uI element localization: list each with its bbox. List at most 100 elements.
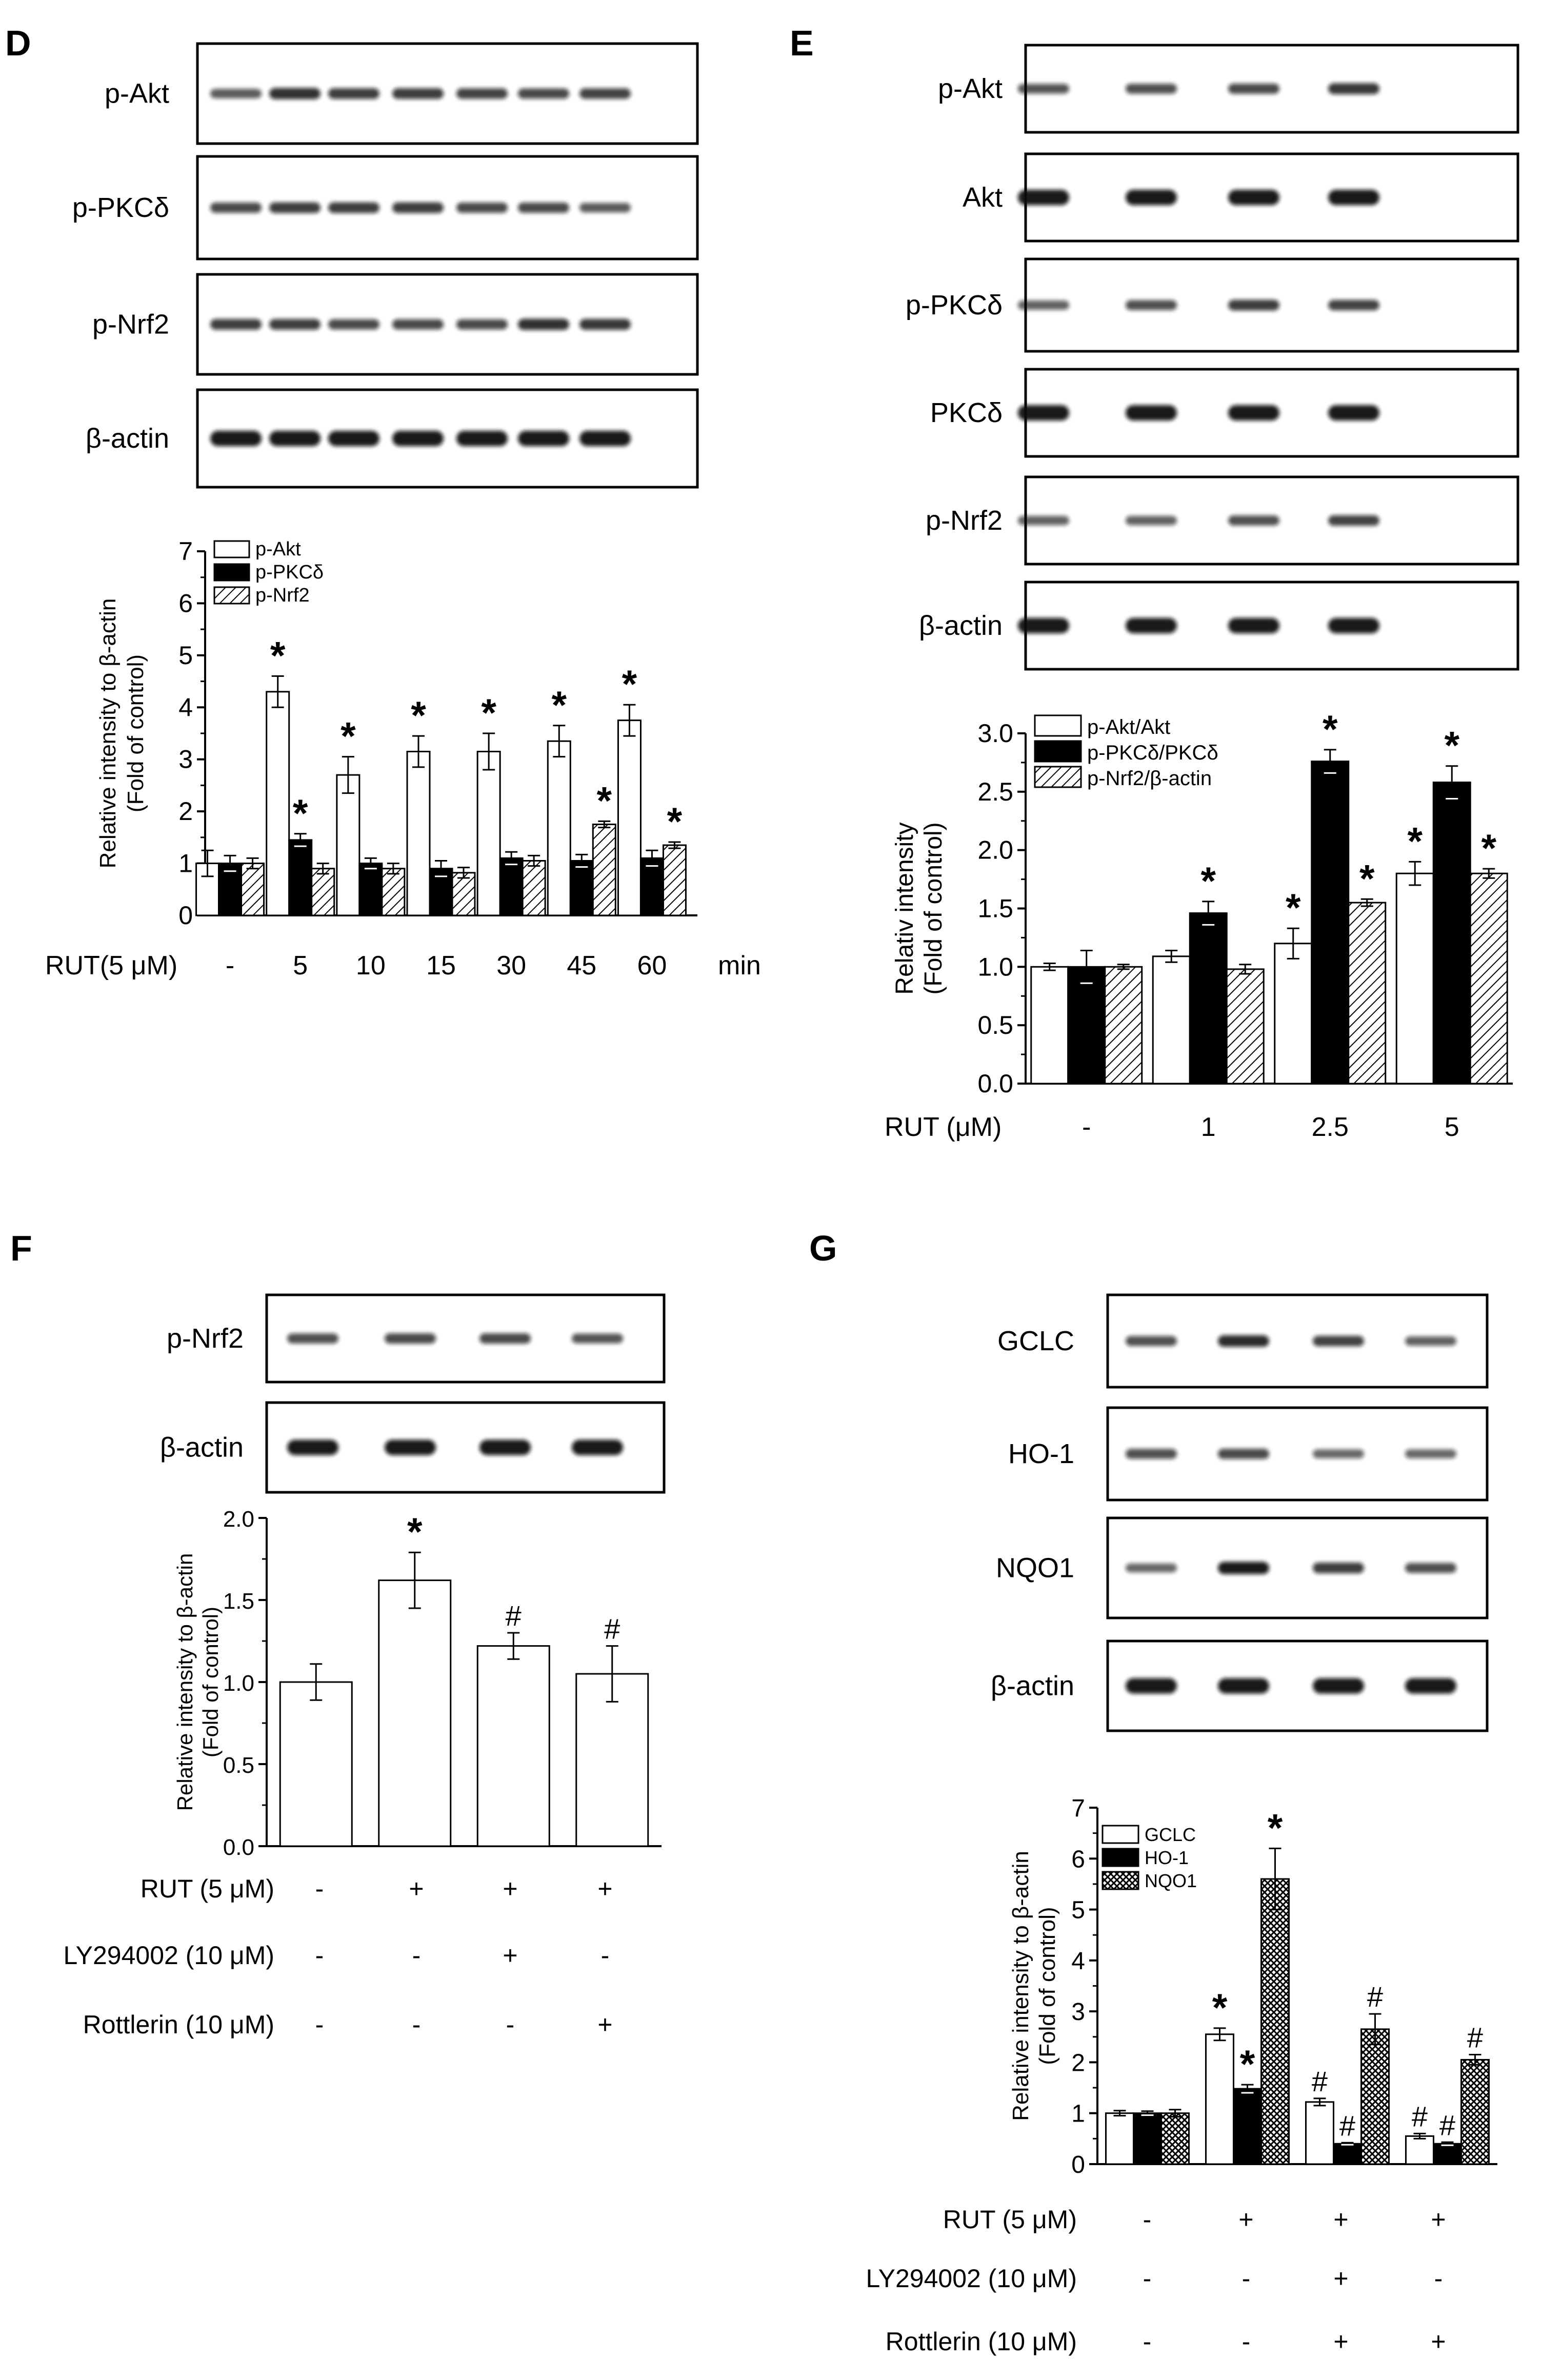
condition-sign-g: - <box>1242 2264 1251 2293</box>
blot-band <box>210 203 262 213</box>
blot-band <box>1126 1678 1177 1694</box>
y-tick-label: 5 <box>1071 1897 1085 1924</box>
x-tick-label: 15 <box>426 951 456 981</box>
blot-band <box>269 431 321 446</box>
blot-band <box>1126 1563 1177 1573</box>
legend-label: NQO1 <box>1145 1870 1197 1891</box>
blot-label: PKCδ <box>930 397 1003 428</box>
condition-label-g: LY294002 (10 μM) <box>866 2264 1077 2293</box>
y-tick-label: 3 <box>178 745 193 774</box>
condition-sign-f: - <box>601 1941 610 1970</box>
blot-band <box>1328 83 1379 94</box>
y-tick-label: 5 <box>178 641 193 670</box>
legend-swatch <box>213 586 250 605</box>
blot-ho-1-g: HO-1 <box>1008 1406 1489 1502</box>
blot-band <box>579 88 631 99</box>
significance-mark: * <box>411 694 426 737</box>
bar-p-pkc-pkc--1 <box>1189 912 1228 1085</box>
blot-p-akt-d: p-Akt <box>105 42 699 145</box>
significance-mark: * <box>293 792 308 835</box>
y-tick-label: 0.0 <box>977 1069 1013 1098</box>
bar-nqo1-0 <box>1160 2112 1190 2165</box>
condition-sign-f: - <box>315 1874 324 1903</box>
significance-mark: * <box>1240 2043 1255 2086</box>
x-tick-label: 1 <box>1201 1112 1216 1142</box>
significance-mark: * <box>407 1510 423 1554</box>
panel-letter-f: F <box>10 1228 32 1268</box>
y-tick-label: 0.5 <box>977 1011 1013 1039</box>
condition-sign-f: + <box>503 1874 517 1903</box>
legend-label: HO-1 <box>1145 1847 1189 1868</box>
condition-sign-g: + <box>1333 2264 1348 2293</box>
blot-band <box>579 318 631 330</box>
bar-p-nrf2-4 <box>522 860 546 916</box>
blot-nqo1-g: NQO1 <box>996 1516 1489 1619</box>
blot-band <box>518 203 569 213</box>
y-tick-label: 2.0 <box>223 1507 254 1532</box>
significance-mark: * <box>1286 886 1301 930</box>
blot-band <box>1313 1678 1364 1694</box>
blot-band <box>328 88 379 99</box>
y-tick-label: 1.5 <box>223 1589 254 1614</box>
blot--actin-f: β-actin <box>160 1401 666 1494</box>
bar-gclc-2 <box>1305 2101 1334 2165</box>
bar-p-pkc-pkc--2 <box>1311 761 1350 1085</box>
condition-sign-f: - <box>506 2010 515 2039</box>
y-tick-label: 3.0 <box>977 719 1013 748</box>
y-axis-label: Relative intensity to β-actin <box>1008 1851 1033 2121</box>
condition-label-f: Rottlerin (10 μM) <box>83 2010 274 2039</box>
legend-swatch <box>1102 1848 1139 1867</box>
blot-band <box>1328 190 1379 205</box>
blot-band <box>392 319 444 330</box>
legend-swatch <box>1034 766 1082 788</box>
blot-band <box>269 202 321 213</box>
y-tick-label: 1.5 <box>977 894 1013 923</box>
blot-label: p-PKCδ <box>72 192 169 223</box>
blot-band <box>1328 299 1379 311</box>
legend-swatch <box>1034 740 1082 763</box>
y-tick-label: 2 <box>178 797 193 826</box>
legend-swatch <box>1034 714 1082 737</box>
y-tick-label: 0.5 <box>223 1753 254 1778</box>
significance-mark: * <box>481 691 496 735</box>
y-axis-label: Relativ intensity <box>891 822 918 994</box>
bar-ho-1-3 <box>1433 2143 1462 2165</box>
bar-p-pkc--5 <box>569 860 594 916</box>
bar-ho-1-2 <box>1333 2143 1362 2165</box>
blot-band <box>1328 405 1379 421</box>
blot-label: p-Akt <box>938 73 1003 104</box>
significance-mark: # <box>1367 1981 1383 2013</box>
blot-band <box>518 88 569 99</box>
y-axis-label: (Fold of control) <box>123 654 148 812</box>
bar-p-pkc-pkc--3 <box>1432 782 1471 1085</box>
bar-p-pkc--6 <box>639 857 664 916</box>
condition-sign-f: + <box>597 1874 612 1903</box>
bar-p-nrf2-1 <box>311 868 335 916</box>
condition-sign-g: - <box>1143 2327 1152 2356</box>
blot-band <box>1126 300 1177 310</box>
condition-sign-f: - <box>412 1941 421 1970</box>
condition-label-g: RUT (5 μM) <box>943 2205 1077 2234</box>
bar-p-pkc-pkc--0 <box>1067 966 1106 1085</box>
blot-label: p-Akt <box>105 78 169 109</box>
blot-band <box>1126 1449 1177 1459</box>
bar-gclc-1 <box>1205 2033 1234 2165</box>
significance-mark: * <box>551 684 567 727</box>
x-tick-label: - <box>1082 1112 1091 1142</box>
condition-sign-g: + <box>1431 2205 1446 2234</box>
blot-band <box>1405 1449 1456 1458</box>
significance-mark: * <box>1212 1986 1228 2030</box>
blot-band <box>1126 1336 1177 1346</box>
y-tick-label: 6 <box>1071 1846 1085 1873</box>
significance-mark: * <box>622 663 637 706</box>
y-tick-label: 0 <box>178 901 193 930</box>
bar-p-akt-akt-0 <box>1030 966 1069 1085</box>
y-axis-label: (Fold of control) <box>920 822 947 994</box>
significance-mark: # <box>1439 2109 1455 2141</box>
chart-g: 0 1 2 3 4 5 6 7 Relative intensity to β-actin (Fo… <box>1008 1795 1497 2178</box>
blot-band <box>269 88 321 99</box>
blot-band <box>1126 405 1177 421</box>
blot-label: HO-1 <box>1008 1438 1074 1469</box>
condition-sign-f: + <box>503 1941 517 1970</box>
bar-p-nrf2-0 <box>241 863 265 916</box>
